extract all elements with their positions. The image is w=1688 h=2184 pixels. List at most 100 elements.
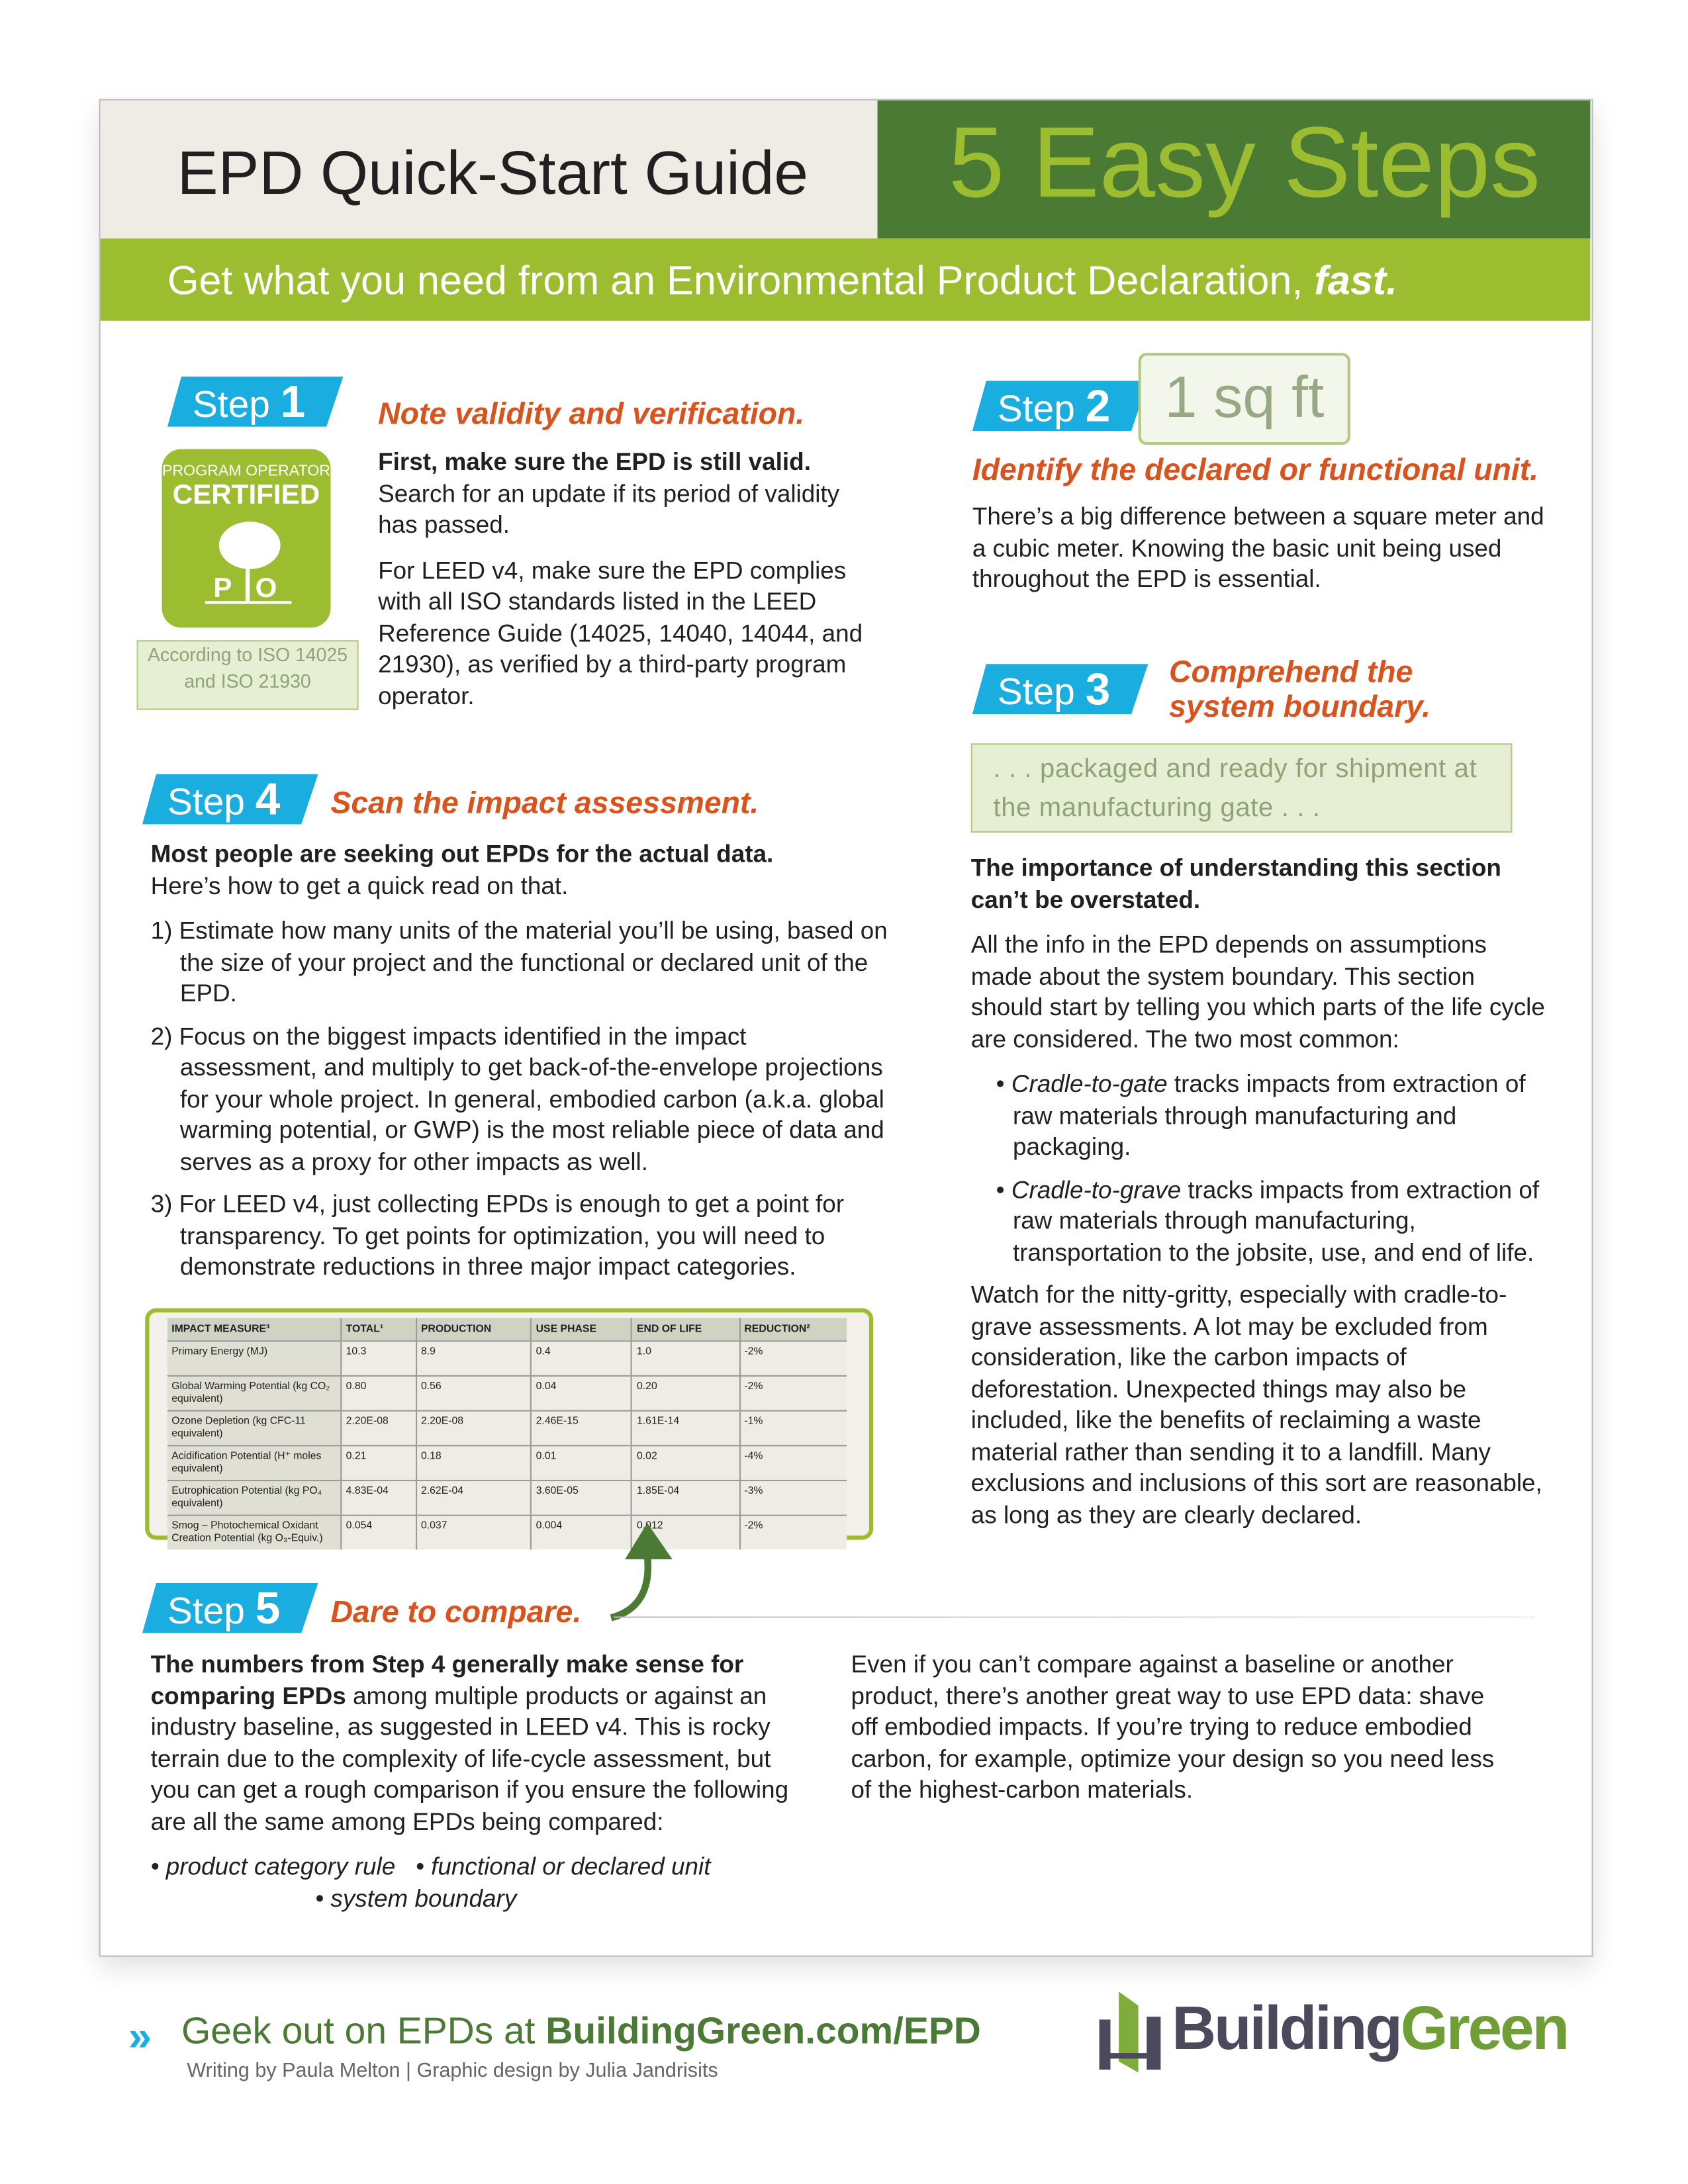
step-1-badge: Step 1 bbox=[167, 377, 344, 427]
table-cell: 3.60E-05 bbox=[531, 1479, 633, 1515]
table-cell: Ozone Depletion (kg CFC-11 equivalent) bbox=[167, 1409, 342, 1445]
svg-text:P: P bbox=[212, 572, 231, 603]
table-cell: -1% bbox=[739, 1409, 847, 1445]
step-1-lead: First, make sure the EPD is still valid. bbox=[378, 447, 811, 476]
table-cell: 4.83E-04 bbox=[341, 1479, 417, 1515]
step-5-badge: Step 5 bbox=[142, 1583, 318, 1633]
tagline-text: Get what you need from an Environmental … bbox=[167, 259, 1303, 304]
table-header: REDUCTION² bbox=[739, 1318, 847, 1341]
table-cell: 1.85E-04 bbox=[632, 1479, 741, 1515]
step-1-body: First, make sure the EPD is still valid.… bbox=[378, 446, 867, 725]
step-4-item: 1) Estimate how many units of the materi… bbox=[150, 916, 888, 1007]
table-cell: -4% bbox=[739, 1444, 847, 1480]
compare-bullets: • product category rule • functional or … bbox=[150, 1852, 711, 1912]
step-2-badge: Step 2 bbox=[972, 381, 1149, 431]
table-cell: 0.21 bbox=[341, 1444, 417, 1480]
footer-link[interactable]: BuildingGreen.com/EPD bbox=[545, 2009, 981, 2052]
step-5-body: The numbers from Step 4 generally make s… bbox=[151, 1649, 814, 1913]
table-row: Global Warming Potential (kg CO₂ equival… bbox=[167, 1374, 847, 1410]
table-header: END OF LIFE bbox=[632, 1318, 741, 1341]
table-row: Acidification Potential (H⁺ moles equiva… bbox=[167, 1444, 847, 1480]
step-5-body-right: Even if you can’t compare against a base… bbox=[851, 1650, 1495, 1803]
step-3-heading: Comprehend the system boundary. bbox=[1169, 654, 1431, 724]
tagline-emphasis: fast. bbox=[1314, 259, 1398, 304]
table-header: USE PHASE bbox=[531, 1318, 633, 1341]
footer-credits: Writing by Paula Melton | Graphic design… bbox=[187, 2060, 718, 2083]
table-cell: 0.02 bbox=[632, 1444, 741, 1480]
table-cell: 1.61E-14 bbox=[632, 1409, 741, 1445]
step-4-badge: Step 4 bbox=[142, 774, 318, 825]
step-number: 1 bbox=[280, 376, 306, 427]
table-cell: 10.3 bbox=[341, 1340, 417, 1375]
steps-title: 5 Easy Steps bbox=[949, 107, 1541, 219]
table-cell: 2.20E-08 bbox=[341, 1409, 417, 1445]
step-2-body: There’s a big difference between a squar… bbox=[972, 502, 1544, 593]
certified-badge: PROGRAM OPERATOR CERTIFIED PO P O bbox=[162, 449, 331, 628]
table-cell: 2.46E-15 bbox=[531, 1409, 633, 1445]
table-row: Ozone Depletion (kg CFC-11 equivalent) 2.… bbox=[167, 1409, 847, 1445]
table-cell: Primary Energy (MJ) bbox=[167, 1340, 342, 1375]
impact-table: IMPACT MEASURE³ TOTAL¹ PRODUCTION USE PHASE… bbox=[167, 1318, 847, 1549]
tagline: Get what you need from an Environmental … bbox=[167, 259, 1397, 306]
table-cell: 0.04 bbox=[531, 1374, 633, 1410]
badge-line1: PROGRAM OPERATOR bbox=[162, 463, 331, 480]
double-chevron-icon: » bbox=[128, 2014, 152, 2060]
arrow-up-icon bbox=[610, 1523, 673, 1621]
table-cell: -2% bbox=[739, 1374, 847, 1410]
footer-cta: Geek out on EPDs at BuildingGreen.com/EP… bbox=[181, 2009, 981, 2052]
buildinggreen-logo-icon bbox=[1099, 1991, 1161, 2073]
page-title: EPD Quick-Start Guide bbox=[177, 139, 808, 208]
divider bbox=[614, 1616, 1535, 1618]
bullet-cradle-to-grave: • Cradle-to-grave tracks impacts from ex… bbox=[996, 1175, 1540, 1266]
table-cell: 0.4 bbox=[531, 1340, 633, 1375]
table-cell: 1.0 bbox=[632, 1340, 741, 1375]
impact-table-box: IMPACT MEASURE³ TOTAL¹ PRODUCTION USE PHASE… bbox=[145, 1308, 874, 1549]
table-row: Primary Energy (MJ) 10.3 8.9 0.4 1.0 -2% bbox=[167, 1340, 847, 1375]
table-row: Eutrophication Potential (kg PO₄ equival… bbox=[167, 1479, 847, 1515]
table-header: IMPACT MEASURE³ bbox=[167, 1318, 342, 1341]
step-3-text: All the info in the EPD depends on assum… bbox=[970, 930, 1545, 1053]
iso-note: According to ISO 14025 and ISO 21930 bbox=[136, 640, 359, 710]
buildinggreen-logo: BuildingGreen bbox=[1172, 1994, 1570, 2063]
step-1-leed: For LEED v4, make sure the EPD complies … bbox=[378, 555, 863, 709]
table-cell: 0.037 bbox=[416, 1514, 532, 1549]
table-cell: 0.004 bbox=[531, 1514, 633, 1549]
header-left bbox=[100, 100, 878, 239]
step-3-badge: Step 3 bbox=[972, 664, 1149, 714]
table-header: TOTAL¹ bbox=[341, 1318, 417, 1341]
table-cell: 2.20E-08 bbox=[416, 1409, 532, 1445]
step-1-heading: Note validity and verification. bbox=[378, 396, 805, 432]
unit-callout: 1 sq ft bbox=[1138, 353, 1350, 445]
table-cell: Smog – Photochemical Oxidant Creation Po… bbox=[167, 1514, 342, 1549]
header-right bbox=[877, 100, 1591, 239]
svg-text:O: O bbox=[255, 572, 277, 603]
table-cell: -3% bbox=[739, 1479, 847, 1515]
table-header: PRODUCTION bbox=[416, 1318, 532, 1341]
step-4-heading: Scan the impact assessment. bbox=[330, 785, 759, 821]
table-cell: 0.18 bbox=[416, 1444, 532, 1480]
step-3-lead: The importance of understanding this sec… bbox=[970, 853, 1501, 913]
table-cell: -2% bbox=[739, 1340, 847, 1375]
table-cell: -2% bbox=[739, 1514, 847, 1549]
bullet-cradle-to-gate: • Cradle-to-gate tracks impacts from ext… bbox=[996, 1069, 1526, 1161]
table-cell: 0.80 bbox=[341, 1374, 417, 1410]
table-cell: Eutrophication Potential (kg PO₄ equival… bbox=[167, 1479, 342, 1515]
table-cell: 0.20 bbox=[632, 1374, 741, 1410]
step-4-item: 3) For LEED v4, just collecting EPDs is … bbox=[150, 1189, 845, 1281]
boundary-quote: . . . packaged and ready for shipment at… bbox=[970, 743, 1513, 833]
table-cell: 0.56 bbox=[416, 1374, 532, 1410]
table-cell: 8.9 bbox=[416, 1340, 532, 1375]
step-label: Step bbox=[192, 383, 270, 426]
table-cell: Global Warming Potential (kg CO₂ equival… bbox=[167, 1374, 342, 1410]
table-cell: Acidification Potential (H⁺ moles equiva… bbox=[167, 1444, 342, 1480]
tagline-band bbox=[100, 238, 1591, 321]
step-1-text: Search for an update if its period of va… bbox=[378, 478, 840, 539]
step-2-heading: Identify the declared or functional unit… bbox=[972, 451, 1539, 487]
step-4-body: Most people are seeking out EPDs for the… bbox=[151, 839, 890, 1294]
table-cell: 0.01 bbox=[531, 1444, 633, 1480]
step-4-item: 2) Focus on the biggest impacts identifi… bbox=[150, 1021, 884, 1175]
table-row: Smog – Photochemical Oxidant Creation Po… bbox=[167, 1514, 847, 1549]
table-cell: 0.054 bbox=[341, 1514, 417, 1549]
step-5-heading: Dare to compare. bbox=[330, 1594, 582, 1629]
